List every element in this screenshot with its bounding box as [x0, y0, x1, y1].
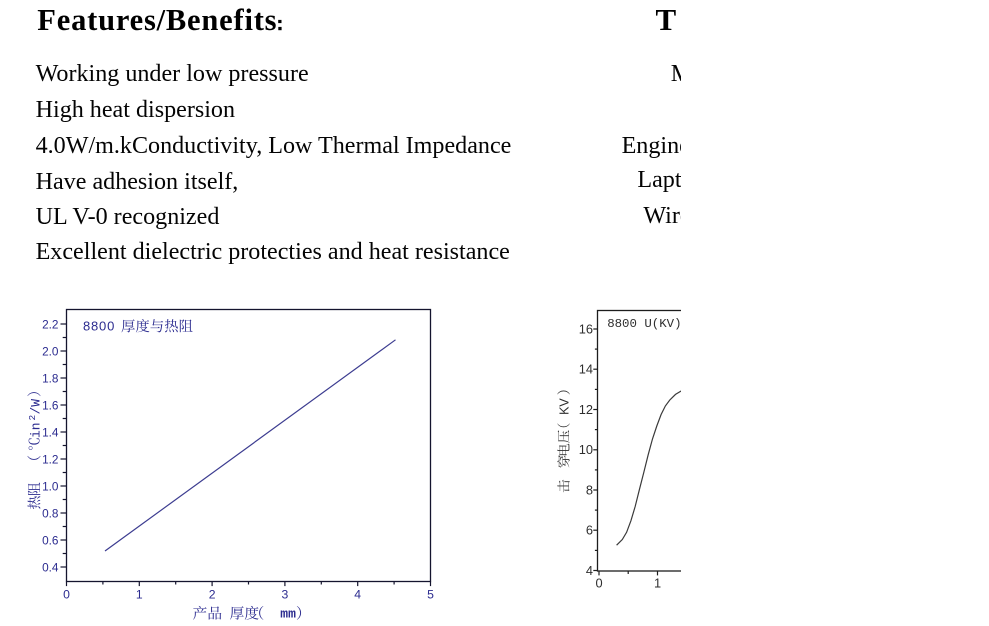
svg-text:0: 0: [63, 588, 70, 602]
svg-text:/W: /W: [28, 399, 43, 415]
svg-text:2: 2: [209, 588, 216, 602]
svg-text:in: in: [28, 422, 43, 438]
svg-text:1.8: 1.8: [42, 371, 59, 385]
svg-text:16: 16: [579, 321, 593, 336]
svg-text:2: 2: [27, 415, 38, 421]
svg-text:1: 1: [654, 576, 661, 591]
svg-text:1: 1: [136, 588, 143, 602]
svg-text:mm: mm: [280, 607, 296, 622]
svg-text:2.2: 2.2: [42, 317, 58, 331]
svg-text:12: 12: [579, 402, 593, 417]
svg-text:2.0: 2.0: [42, 344, 59, 358]
svg-text:1.4: 1.4: [42, 425, 59, 439]
svg-text:4: 4: [586, 563, 593, 578]
svg-text:6: 6: [586, 523, 593, 538]
svg-text:1.6: 1.6: [42, 398, 59, 412]
svg-text:8: 8: [586, 482, 593, 497]
svg-text:8800: 8800: [83, 319, 115, 334]
svg-text:14: 14: [579, 362, 593, 377]
svg-text:1.0: 1.0: [42, 479, 59, 493]
svg-text:4: 4: [354, 588, 361, 602]
svg-text:1.2: 1.2: [42, 452, 58, 466]
svg-text:KV: KV: [557, 398, 571, 415]
svg-text:0.6: 0.6: [42, 533, 59, 547]
svg-text:0.4: 0.4: [42, 560, 59, 574]
svg-text:10: 10: [579, 442, 593, 457]
svg-text:3: 3: [282, 588, 289, 602]
svg-text:0: 0: [595, 576, 602, 591]
svg-text:0.8: 0.8: [42, 506, 59, 520]
svg-text:5: 5: [427, 588, 434, 602]
